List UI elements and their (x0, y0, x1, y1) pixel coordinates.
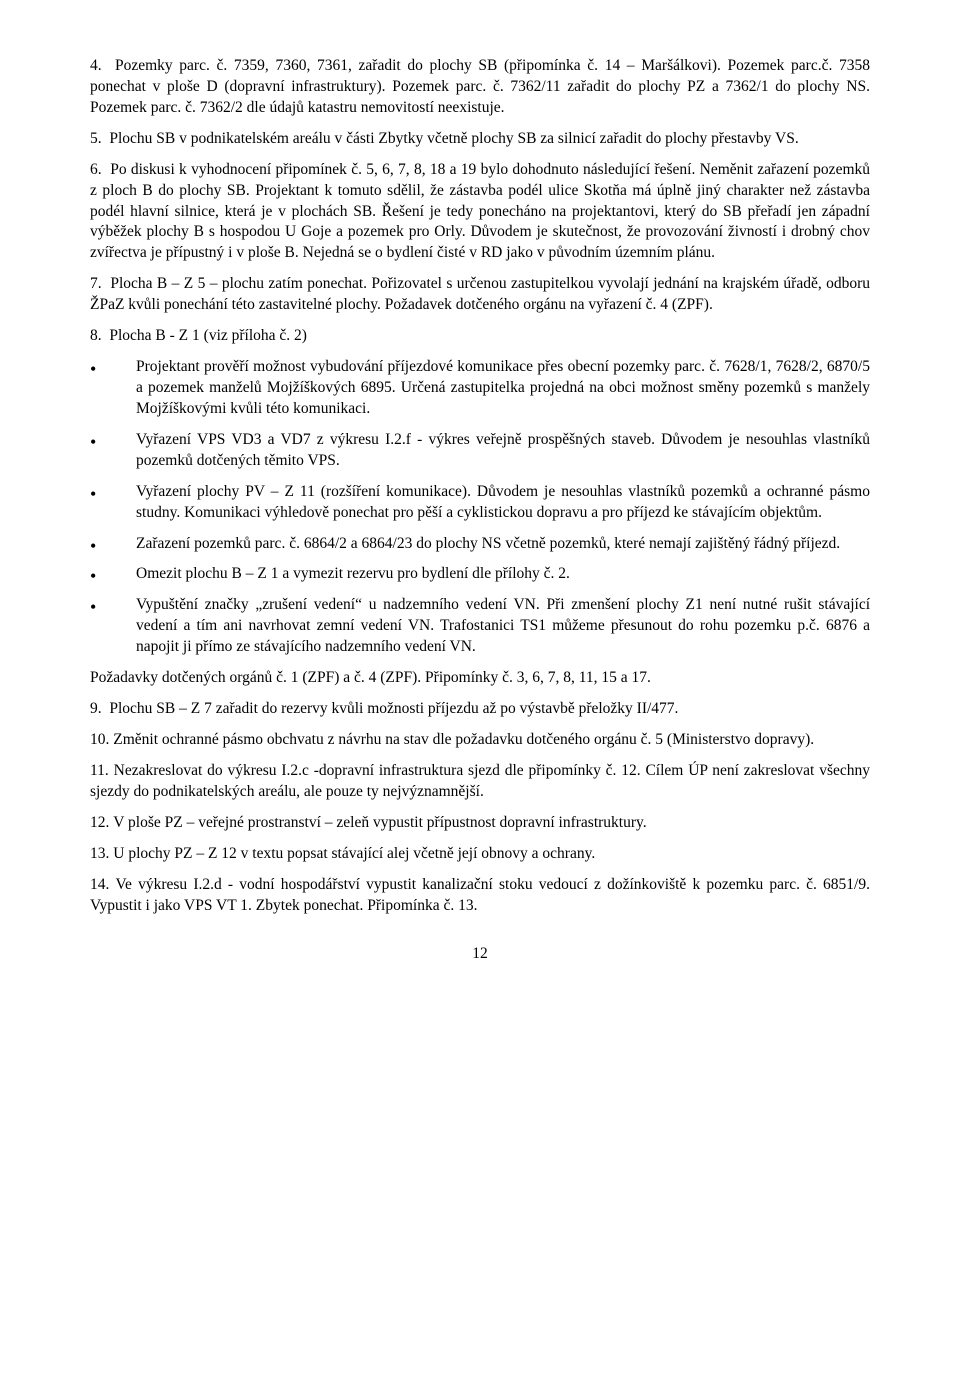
paragraph-9: 9. Plochu SB – Z 7 zařadit do rezervy kv… (90, 699, 870, 720)
paragraph-12: 12. V ploše PZ – veřejné prostranství – … (90, 813, 870, 834)
paragraph-14: 14. Ve výkresu I.2.d - vodní hospodářstv… (90, 875, 870, 917)
paragraph-4: 4. Pozemky parc. č. 7359, 7360, 7361, za… (90, 56, 870, 119)
page-number: 12 (90, 944, 870, 965)
bullet-item-4: Zařazení pozemků parc. č. 6864/2 a 6864/… (90, 534, 870, 555)
paragraph-requirements: Požadavky dotčených orgánů č. 1 (ZPF) a … (90, 668, 870, 689)
paragraph-10: 10. Změnit ochranné pásmo obchvatu z náv… (90, 730, 870, 751)
paragraph-7: 7. Plocha B – Z 5 – plochu zatím ponecha… (90, 274, 870, 316)
paragraph-5: 5. Plochu SB v podnikatelském areálu v č… (90, 129, 870, 150)
bullet-item-3: Vyřazení plochy PV – Z 11 (rozšíření kom… (90, 482, 870, 524)
paragraph-11: 11. Nezakreslovat do výkresu I.2.c -dopr… (90, 761, 870, 803)
paragraph-13: 13. U plochy PZ – Z 12 v textu popsat st… (90, 844, 870, 865)
bullet-item-5: Omezit plochu B – Z 1 a vymezit rezervu … (90, 564, 870, 585)
paragraph-8: 8. Plocha B - Z 1 (viz příloha č. 2) (90, 326, 870, 347)
paragraph-6: 6. Po diskusi k vyhodnocení připomínek č… (90, 160, 870, 265)
bullet-item-1: Projektant prověří možnost vybudování př… (90, 357, 870, 420)
bullet-item-6: Vypuštění značky „zrušení vedení“ u nadz… (90, 595, 870, 658)
bullet-item-2: Vyřazení VPS VD3 a VD7 z výkresu I.2.f -… (90, 430, 870, 472)
